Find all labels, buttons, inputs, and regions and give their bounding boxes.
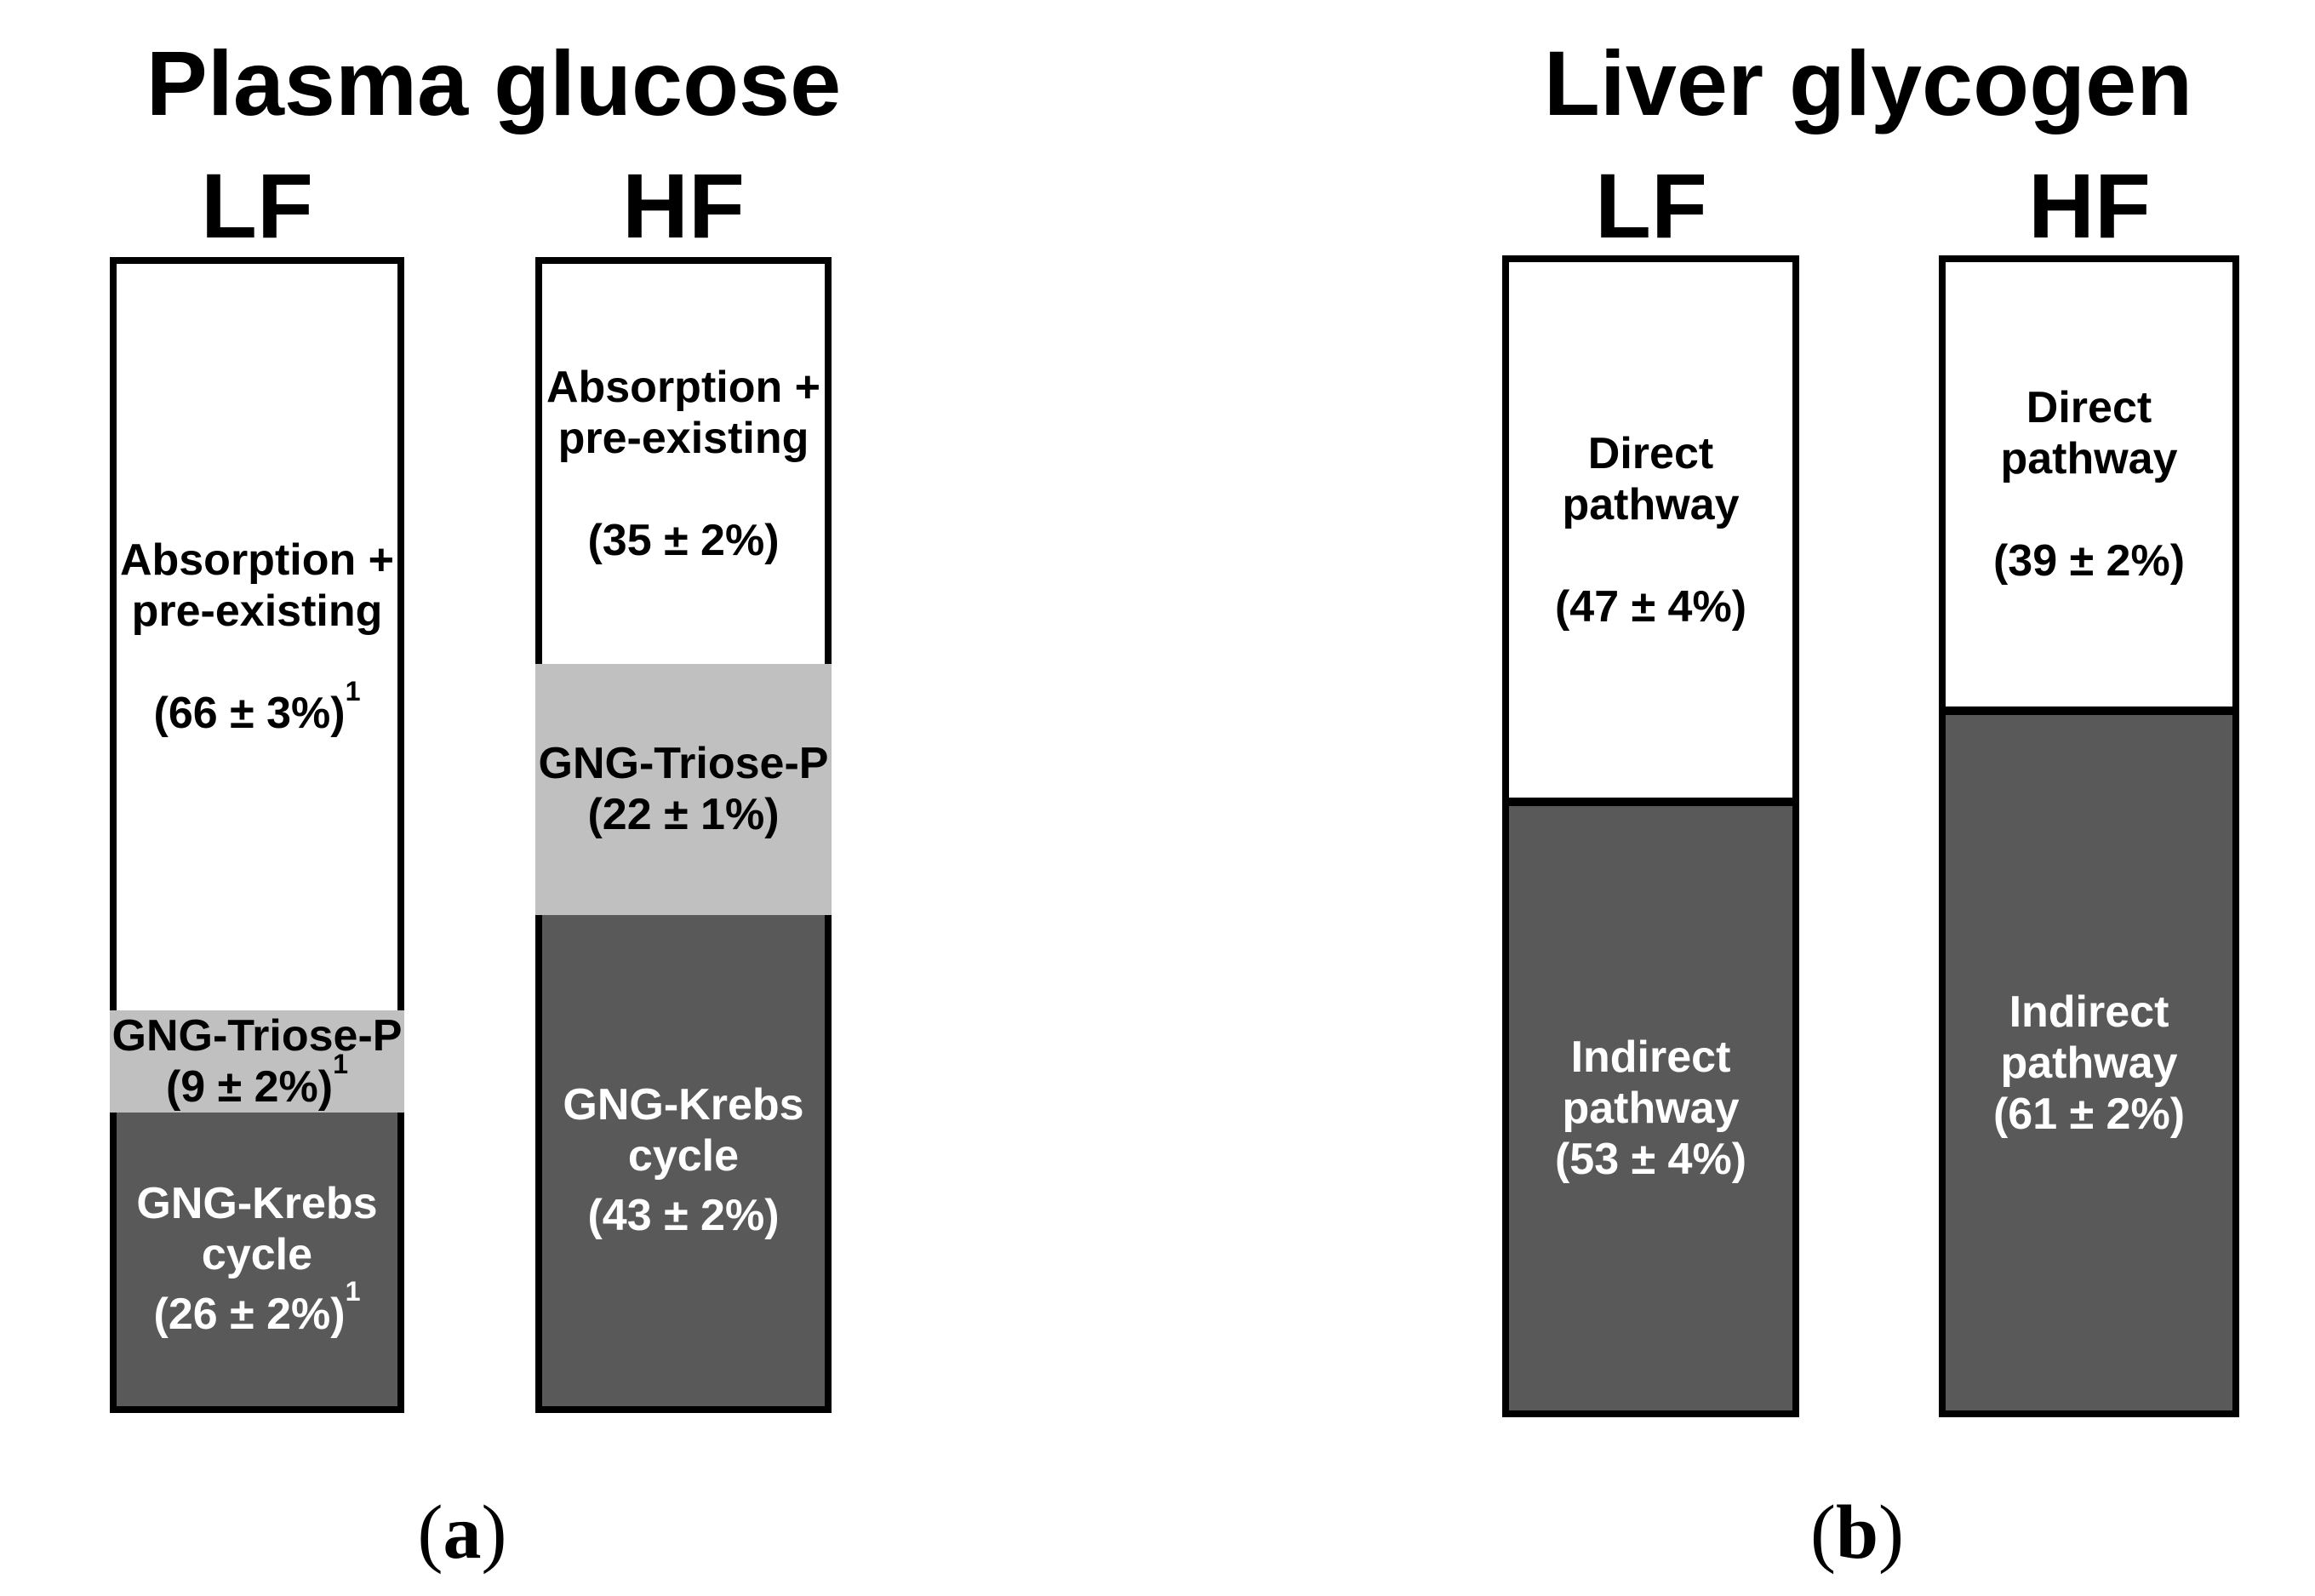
footnote-superscript: 1 <box>345 675 361 706</box>
segment-value: (22 ± 1%) <box>587 790 780 840</box>
panel-b-caption: (b) <box>1809 1490 1905 1575</box>
segment-label-line: GNG-Triose-P <box>111 1010 403 1061</box>
bar-segment-gng-triose-p: GNG-Triose-P (9 ± 2%)1 <box>110 1010 404 1113</box>
segment-value: (35 ± 2%) <box>587 515 780 565</box>
segment-label-line: Absorption + <box>546 362 821 412</box>
segment-value: (66 ± 3%)1 <box>153 675 361 739</box>
panel-a-column-label-lf: LF <box>201 154 313 257</box>
bar-segment-direct-pathway: Direct pathway (47 ± 4%) <box>1509 262 1792 798</box>
bar-segment-indirect-pathway: Indirect pathway (61 ± 2%) <box>1946 706 2232 1410</box>
segment-value: (9 ± 2%)1 <box>165 1048 349 1112</box>
footnote-superscript: 1 <box>345 1276 361 1307</box>
segment-label-line: Absorption + <box>119 535 395 586</box>
panel-b-column-label-lf: LF <box>1595 154 1707 257</box>
segment-label-line: pre-existing <box>131 586 383 637</box>
panel-a-title: Plasma glucose <box>146 31 842 134</box>
segment-label-line: pathway <box>2000 1038 2178 1088</box>
segment-label-line: Indirect <box>1570 1033 1731 1083</box>
segment-value: (39 ± 2%) <box>1992 536 2186 586</box>
segment-label-line: GNG-Krebs <box>563 1080 804 1130</box>
segment-label-line: pathway <box>1562 479 1740 529</box>
bar-liver-glycogen-hf: Direct pathway (39 ± 2%) Indirect pathwa… <box>1939 255 2239 1417</box>
segment-label-line: Direct <box>2026 383 2152 433</box>
segment-value: (26 ± 2%)1 <box>153 1276 361 1340</box>
bar-plasma-glucose-hf: Absorption + pre-existing (35 ± 2%) GNG-… <box>535 257 832 1413</box>
segment-value: (53 ± 4%) <box>1554 1135 1747 1185</box>
segment-label-line: GNG-Krebs <box>136 1179 378 1229</box>
segment-label-line: pathway <box>1562 1084 1740 1134</box>
segment-value: (61 ± 2%) <box>1992 1089 2186 1139</box>
segment-label-line: Indirect <box>2009 987 2169 1037</box>
bar-segment-gng-krebs: GNG-Krebs cycle (43 ± 2%) <box>542 914 825 1406</box>
bar-segment-direct-pathway: Direct pathway (39 ± 2%) <box>1946 262 2232 707</box>
bar-segment-absorption: Absorption + pre-existing (35 ± 2%) <box>542 264 825 664</box>
bar-plasma-glucose-lf: Absorption + pre-existing (66 ± 3%)1 GNG… <box>110 257 404 1413</box>
segment-label-line: Direct <box>1587 428 1714 478</box>
bar-segment-indirect-pathway: Indirect pathway (53 ± 4%) <box>1509 798 1792 1410</box>
panel-b-column-label-hf: HF <box>2028 154 2151 257</box>
segment-label-line: GNG-Triose-P <box>538 739 829 789</box>
segment-label-line: cycle <box>201 1230 313 1280</box>
segment-value: (43 ± 2%) <box>587 1191 780 1241</box>
bar-liver-glycogen-lf: Direct pathway (47 ± 4%) Indirect pathwa… <box>1502 255 1799 1417</box>
bar-segment-gng-krebs: GNG-Krebs cycle (26 ± 2%)1 <box>117 1112 397 1406</box>
footnote-superscript: 1 <box>333 1048 349 1079</box>
segment-value: (47 ± 4%) <box>1554 581 1747 632</box>
bar-segment-absorption: Absorption + pre-existing (66 ± 3%)1 <box>117 264 397 1010</box>
segment-label-line: pre-existing <box>557 413 809 463</box>
panel-b-title: Liver glycogen <box>1543 31 2193 134</box>
panel-a-caption: (a) <box>417 1490 507 1575</box>
bar-segment-gng-triose-p: GNG-Triose-P (22 ± 1%) <box>535 663 832 915</box>
segment-label-line: cycle <box>627 1131 740 1181</box>
panel-a-column-label-hf: HF <box>622 154 745 257</box>
segment-label-line: pathway <box>2000 434 2178 484</box>
